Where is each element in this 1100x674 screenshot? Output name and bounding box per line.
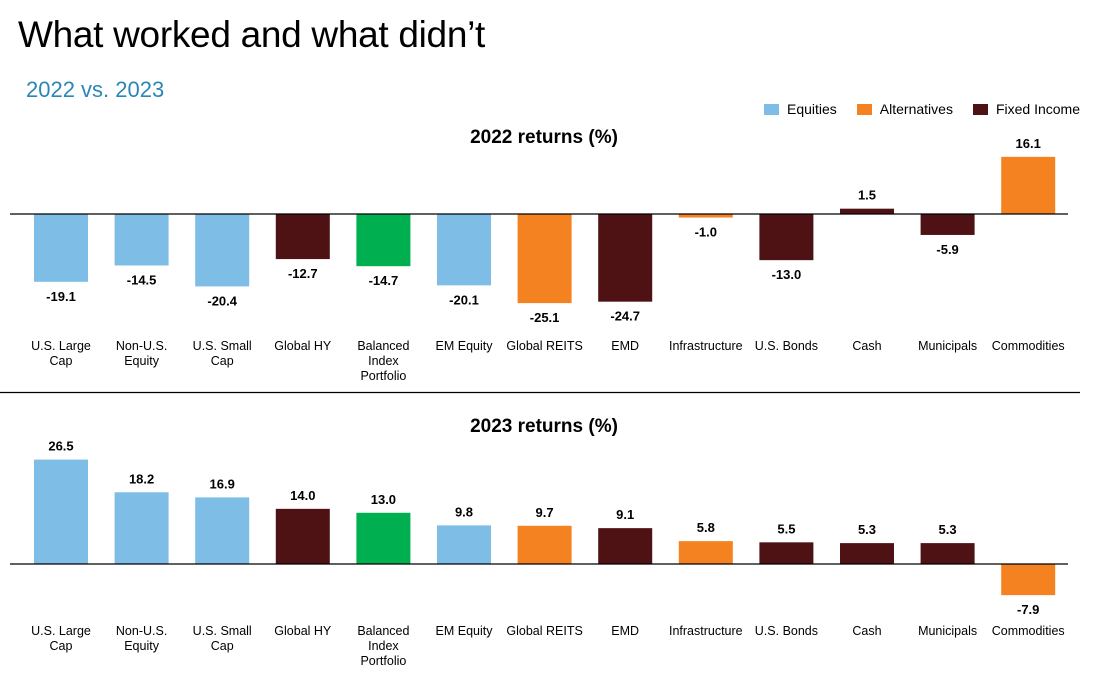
bar-2022-10 <box>840 208 894 214</box>
category-label-2022-5: EM Equity <box>436 339 494 353</box>
value-label-2023-8: 5.8 <box>697 520 715 535</box>
bar-2022-3 <box>275 214 330 260</box>
value-label-2022-5: -20.1 <box>449 292 479 307</box>
legend-label-alternatives: Alternatives <box>879 101 953 117</box>
bar-2022-9 <box>759 214 814 261</box>
legend: Equities Alternatives Fixed Income <box>744 101 1080 117</box>
page-subtitle: 2022 vs. 2023 <box>26 77 165 102</box>
chart-title-2023: 2023 returns (%) <box>470 416 618 437</box>
value-label-2022-8: -1.0 <box>695 225 717 240</box>
value-label-2023-4: 13.0 <box>371 492 396 507</box>
bar-2023-0 <box>34 459 88 564</box>
category-label-2022-2: U.S. Small Cap <box>193 339 252 368</box>
category-label-2023-11: Municipals <box>918 624 977 638</box>
value-label-2023-6: 9.7 <box>536 505 554 520</box>
legend-swatch-equities <box>763 103 779 115</box>
bar-2022-2 <box>195 214 250 287</box>
category-label-2022-11: Municipals <box>918 339 977 353</box>
page-title: What worked and what didn’t <box>18 14 485 55</box>
chart-title-2022: 2022 returns (%) <box>470 127 618 148</box>
category-label-2023-0: U.S. Large Cap <box>31 624 91 653</box>
bar-2023-3 <box>275 508 330 564</box>
category-label-2023-4: Balanced Index Portfolio <box>357 624 409 668</box>
category-label-2023-12: Commodities <box>992 624 1065 638</box>
category-label-2022-8: Infrastructure <box>669 339 743 353</box>
category-label-2022-4: Balanced Index Portfolio <box>357 339 409 383</box>
category-label-2022-1: Non-U.S. Equity <box>116 339 167 368</box>
bar-2022-7 <box>598 214 653 302</box>
legend-item-fixed-income: Fixed Income <box>972 101 1080 117</box>
value-label-2023-5: 9.8 <box>455 504 473 519</box>
value-label-2022-10: 1.5 <box>858 188 876 203</box>
category-label-2022-7: EMD <box>611 339 639 353</box>
value-label-2022-11: -5.9 <box>936 242 958 257</box>
value-label-2023-3: 14.0 <box>290 488 315 503</box>
category-label-2022-6: Global REITS <box>506 339 582 353</box>
category-label-2023-10: Cash <box>852 624 881 638</box>
category-label-2023-1: Non-U.S. Equity <box>116 624 167 653</box>
bar-2023-6 <box>517 525 572 564</box>
value-label-2022-7: -24.7 <box>610 309 640 324</box>
value-label-2023-1: 18.2 <box>129 471 154 486</box>
category-label-2023-6: Global REITS <box>506 624 582 638</box>
bar-2023-1 <box>114 492 169 564</box>
value-label-2023-9: 5.5 <box>777 521 795 536</box>
category-label-2023-7: EMD <box>611 624 639 638</box>
value-label-2022-6: -25.1 <box>530 310 560 325</box>
category-label-2023-9: U.S. Bonds <box>755 624 818 638</box>
legend-item-alternatives: Alternatives <box>856 101 953 117</box>
value-label-2023-12: -7.9 <box>1017 602 1039 617</box>
value-label-2022-9: -13.0 <box>772 267 802 282</box>
bar-2022-6 <box>517 214 572 304</box>
bar-2023-7 <box>598 528 653 564</box>
bar-2022-0 <box>34 214 88 282</box>
bar-2022-5 <box>437 214 491 286</box>
legend-label-fixed-income: Fixed Income <box>995 101 1080 117</box>
value-label-2022-3: -12.7 <box>288 266 318 281</box>
value-label-2022-12: 16.1 <box>1016 136 1041 151</box>
category-label-2023-8: Infrastructure <box>669 624 743 638</box>
bar-2023-9 <box>759 542 814 564</box>
legend-swatch-alternatives <box>856 103 872 115</box>
category-label-2023-2: U.S. Small Cap <box>193 624 252 653</box>
bar-2023-5 <box>437 525 491 564</box>
bar-2022-8 <box>678 214 733 218</box>
category-label-2022-9: U.S. Bonds <box>755 339 818 353</box>
bar-2022-12 <box>1001 156 1056 214</box>
value-label-2023-0: 26.5 <box>48 439 73 454</box>
category-label-2022-3: Global HY <box>274 339 332 353</box>
bar-2023-11 <box>920 543 975 564</box>
category-label-2023-3: Global HY <box>274 624 332 638</box>
bar-2022-1 <box>114 214 169 266</box>
category-label-2022-12: Commodities <box>992 339 1065 353</box>
value-label-2023-7: 9.1 <box>616 507 634 522</box>
legend-label-equities: Equities <box>786 101 837 117</box>
legend-item-equities: Equities <box>763 101 837 117</box>
bar-2022-11 <box>920 214 975 235</box>
category-label-2022-10: Cash <box>852 339 881 353</box>
value-label-2023-10: 5.3 <box>858 522 876 537</box>
value-label-2022-2: -20.4 <box>207 293 237 308</box>
bar-2022-4 <box>356 214 411 267</box>
value-label-2022-1: -14.5 <box>127 272 157 287</box>
bar-2023-2 <box>195 497 250 564</box>
legend-swatch-fixed-income <box>972 103 988 115</box>
category-label-2023-5: EM Equity <box>436 624 494 638</box>
value-label-2022-4: -14.7 <box>369 273 399 288</box>
bar-2023-4 <box>356 512 411 564</box>
bar-2023-10 <box>840 543 894 564</box>
category-label-2022-0: U.S. Large Cap <box>31 339 91 368</box>
bar-2023-8 <box>678 541 733 564</box>
value-label-2023-11: 5.3 <box>939 522 957 537</box>
value-label-2023-2: 16.9 <box>210 476 235 491</box>
bar-2023-12 <box>1001 564 1056 596</box>
value-label-2022-0: -19.1 <box>46 289 76 304</box>
